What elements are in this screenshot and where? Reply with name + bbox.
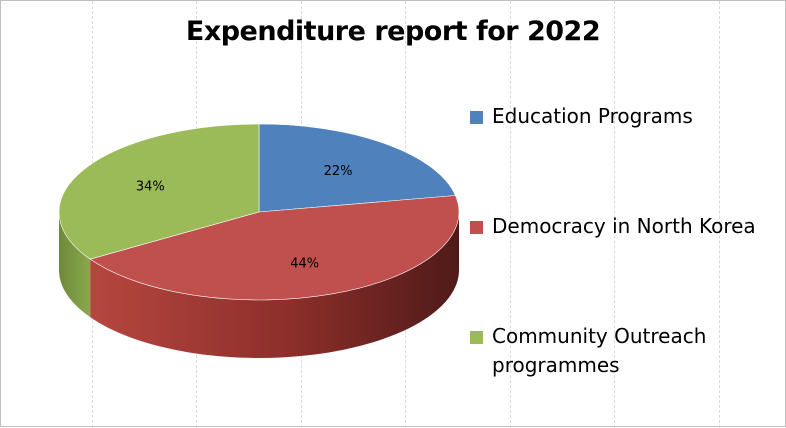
- pie-sides: [59, 212, 460, 359]
- background-gridline: [510, 1, 511, 428]
- pie-slice-democracy: [89, 195, 460, 301]
- legend-label: Education Programs: [492, 104, 693, 128]
- pie-slice-community-side: [59, 212, 91, 318]
- chart-title: Expenditure report for 2022: [185, 16, 601, 47]
- legend-item-democracy: Democracy in North Korea: [470, 212, 762, 241]
- data-label: 22%: [324, 164, 353, 179]
- pie-slice-education: [258, 123, 456, 213]
- legend-label: Democracy in North Korea: [492, 214, 756, 238]
- pie-data-labels: 22% 44% 34%: [136, 164, 353, 272]
- background-gridline: [614, 1, 615, 428]
- legend-swatch: [470, 221, 483, 234]
- pie-slice-community: [58, 123, 260, 260]
- data-label: 44%: [290, 257, 319, 272]
- pie-slices: [58, 123, 460, 301]
- data-label: 34%: [136, 180, 165, 195]
- legend-item-community: Community Outreach programmes: [470, 322, 762, 380]
- background-gridline: [719, 1, 720, 428]
- legend-item-education: Education Programs: [470, 102, 762, 131]
- legend-swatch: [470, 111, 483, 124]
- pie-slice-democracy-side: [90, 212, 460, 359]
- legend-swatch: [470, 331, 483, 344]
- legend-label: Community Outreach programmes: [492, 324, 707, 377]
